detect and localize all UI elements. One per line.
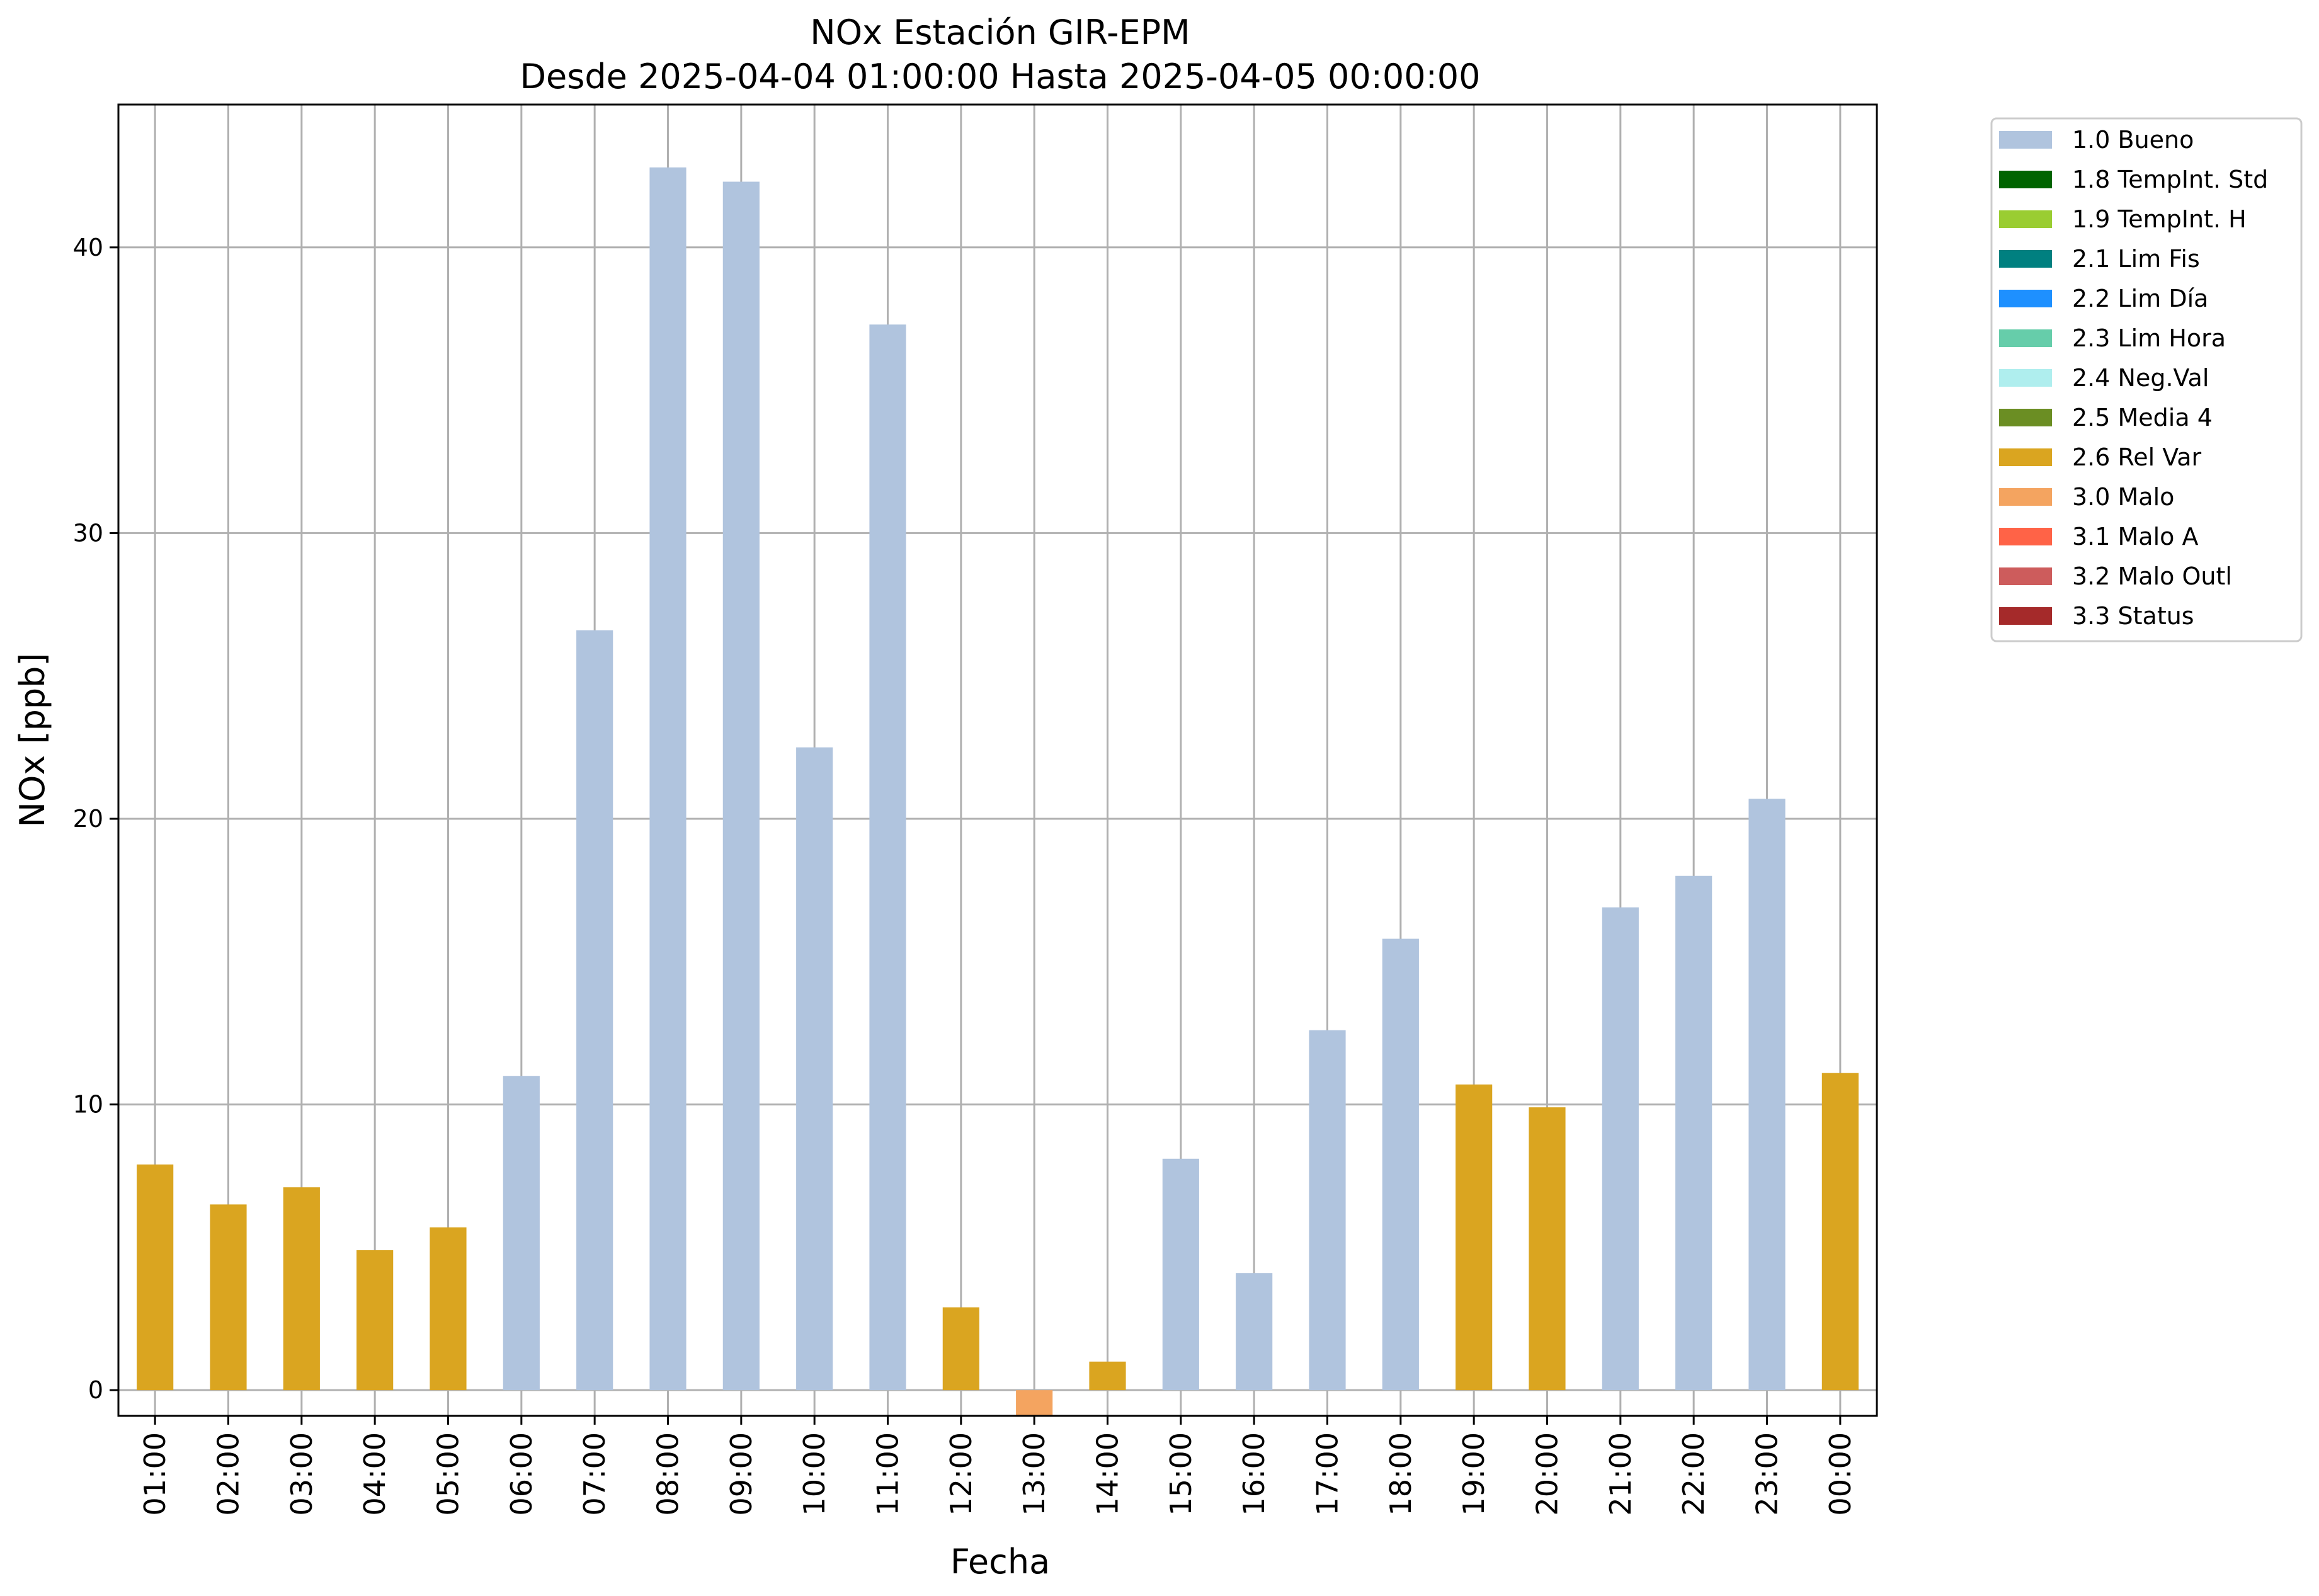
bar-0900 [722, 181, 760, 1391]
bar-0400 [356, 1250, 394, 1391]
legend-entry-label: 3.3 Status [2072, 602, 2194, 630]
legend-swatch [1999, 131, 2052, 149]
bar-0500 [430, 1227, 467, 1391]
legend-entry-label: 2.6 Rel Var [2072, 443, 2202, 471]
legend-swatch [1999, 488, 2052, 506]
bars [137, 167, 1859, 1416]
x-tick-label: 04:00 [358, 1432, 392, 1516]
legend-entry-label: 2.4 Neg.Val [2072, 364, 2209, 392]
legend-swatch [1999, 210, 2052, 228]
legend-swatch [1999, 448, 2052, 466]
legend-entry-label: 3.1 Malo A [2072, 523, 2198, 550]
bar-1400 [1089, 1361, 1126, 1391]
x-tick-label: 06:00 [504, 1432, 538, 1516]
bar-1300 [1016, 1390, 1053, 1416]
y-axis-label: NOx [ppb] [13, 653, 52, 828]
legend-box [1990, 117, 2303, 642]
bar-0600 [503, 1076, 540, 1391]
bar-2200 [1675, 875, 1712, 1391]
x-tick-label: 03:00 [285, 1432, 319, 1516]
x-tick-label: 01:00 [138, 1432, 172, 1516]
bar-1000 [796, 747, 833, 1391]
x-tick-label: 00:00 [1823, 1432, 1857, 1516]
legend: 1.0 Bueno 1.8 TempInt. Std 1.9 TempInt. H 2… [1990, 117, 2303, 642]
bar-0100 [137, 1164, 174, 1391]
bar-1700 [1309, 1030, 1346, 1391]
chart-title: NOx Estación GIR-EPM [810, 13, 1190, 52]
y-tick-label: 20 [73, 805, 103, 833]
x-tick-label: 02:00 [212, 1432, 246, 1516]
x-tick-label: 20:00 [1530, 1432, 1564, 1516]
legend-swatch [1999, 329, 2052, 347]
bar-1600 [1236, 1273, 1273, 1391]
legend-entry-label: 1.0 Bueno [2072, 126, 2194, 154]
x-tick-label: 22:00 [1677, 1432, 1711, 1516]
x-tick-label: 07:00 [578, 1432, 612, 1516]
bar-2100 [1602, 907, 1639, 1391]
x-tick-label: 12:00 [944, 1432, 978, 1516]
bar-0000 [1821, 1073, 1859, 1391]
x-tick-label: 21:00 [1604, 1432, 1638, 1516]
bar-1500 [1162, 1158, 1199, 1391]
x-tick-label: 17:00 [1311, 1432, 1345, 1516]
bar-0200 [210, 1204, 247, 1391]
y-tick-label: 30 [73, 519, 103, 547]
bar-2000 [1529, 1107, 1566, 1391]
legend-swatch [1999, 250, 2052, 268]
bar-1100 [869, 324, 906, 1391]
legend-entry-label: 1.9 TempInt. H [2072, 205, 2247, 233]
bar-1200 [942, 1307, 979, 1391]
x-tick-label: 14:00 [1091, 1432, 1125, 1516]
x-tick-label: 13:00 [1017, 1432, 1051, 1516]
x-tick-label: 10:00 [797, 1432, 831, 1516]
bar-0300 [283, 1187, 320, 1391]
legend-swatch [1999, 567, 2052, 585]
x-axis-label: Fecha [950, 1542, 1050, 1582]
legend-entry-label: 3.2 Malo Outl [2072, 562, 2232, 590]
x-tick-label: 16:00 [1237, 1432, 1271, 1516]
x-tick-label: 08:00 [651, 1432, 685, 1516]
legend-entry-label: 1.8 TempInt. Std [2072, 166, 2268, 193]
legend-swatch [1999, 171, 2052, 188]
x-tick-label: 09:00 [724, 1432, 758, 1516]
y-tick-label: 10 [73, 1091, 103, 1119]
chart-subtitle: Desde 2025-04-04 01:00:00 Hasta 2025-04-… [520, 57, 1480, 96]
bar-0800 [649, 167, 687, 1391]
legend-entry-label: 2.5 Media 4 [2072, 404, 2213, 431]
legend-entry-label: 2.3 Lim Hora [2072, 324, 2226, 352]
x-tick-label: 05:00 [431, 1432, 465, 1516]
bar-1900 [1456, 1084, 1493, 1391]
y-tick-label: 0 [88, 1376, 103, 1404]
bar-1800 [1382, 938, 1419, 1391]
legend-entry-label: 2.2 Lim Día [2072, 285, 2208, 312]
legend-entry-label: 3.0 Malo [2072, 483, 2174, 511]
x-tick-label: 19:00 [1457, 1432, 1491, 1516]
legend-swatch [1999, 369, 2052, 387]
plot-frame [117, 103, 1878, 1417]
legend-swatch [1999, 607, 2052, 625]
bar-0700 [576, 630, 613, 1391]
x-tick-label: 11:00 [871, 1432, 905, 1516]
x-tick-label: 15:00 [1164, 1432, 1198, 1516]
y-axis-ticks: 0 10 20 30 40 [73, 234, 118, 1404]
legend-swatch [1999, 528, 2052, 545]
x-tick-label: 18:00 [1384, 1432, 1418, 1516]
x-tick-label: 23:00 [1750, 1432, 1784, 1516]
legend-entry-label: 2.1 Lim Fis [2072, 245, 2200, 273]
x-axis-ticks: 01:00 02:00 03:00 04:00 05:00 06:00 07:00 08:00… [138, 1416, 1857, 1516]
legend-swatch [1999, 409, 2052, 426]
bar-2300 [1748, 799, 1786, 1391]
legend-swatch [1999, 290, 2052, 307]
y-tick-label: 40 [73, 234, 103, 261]
